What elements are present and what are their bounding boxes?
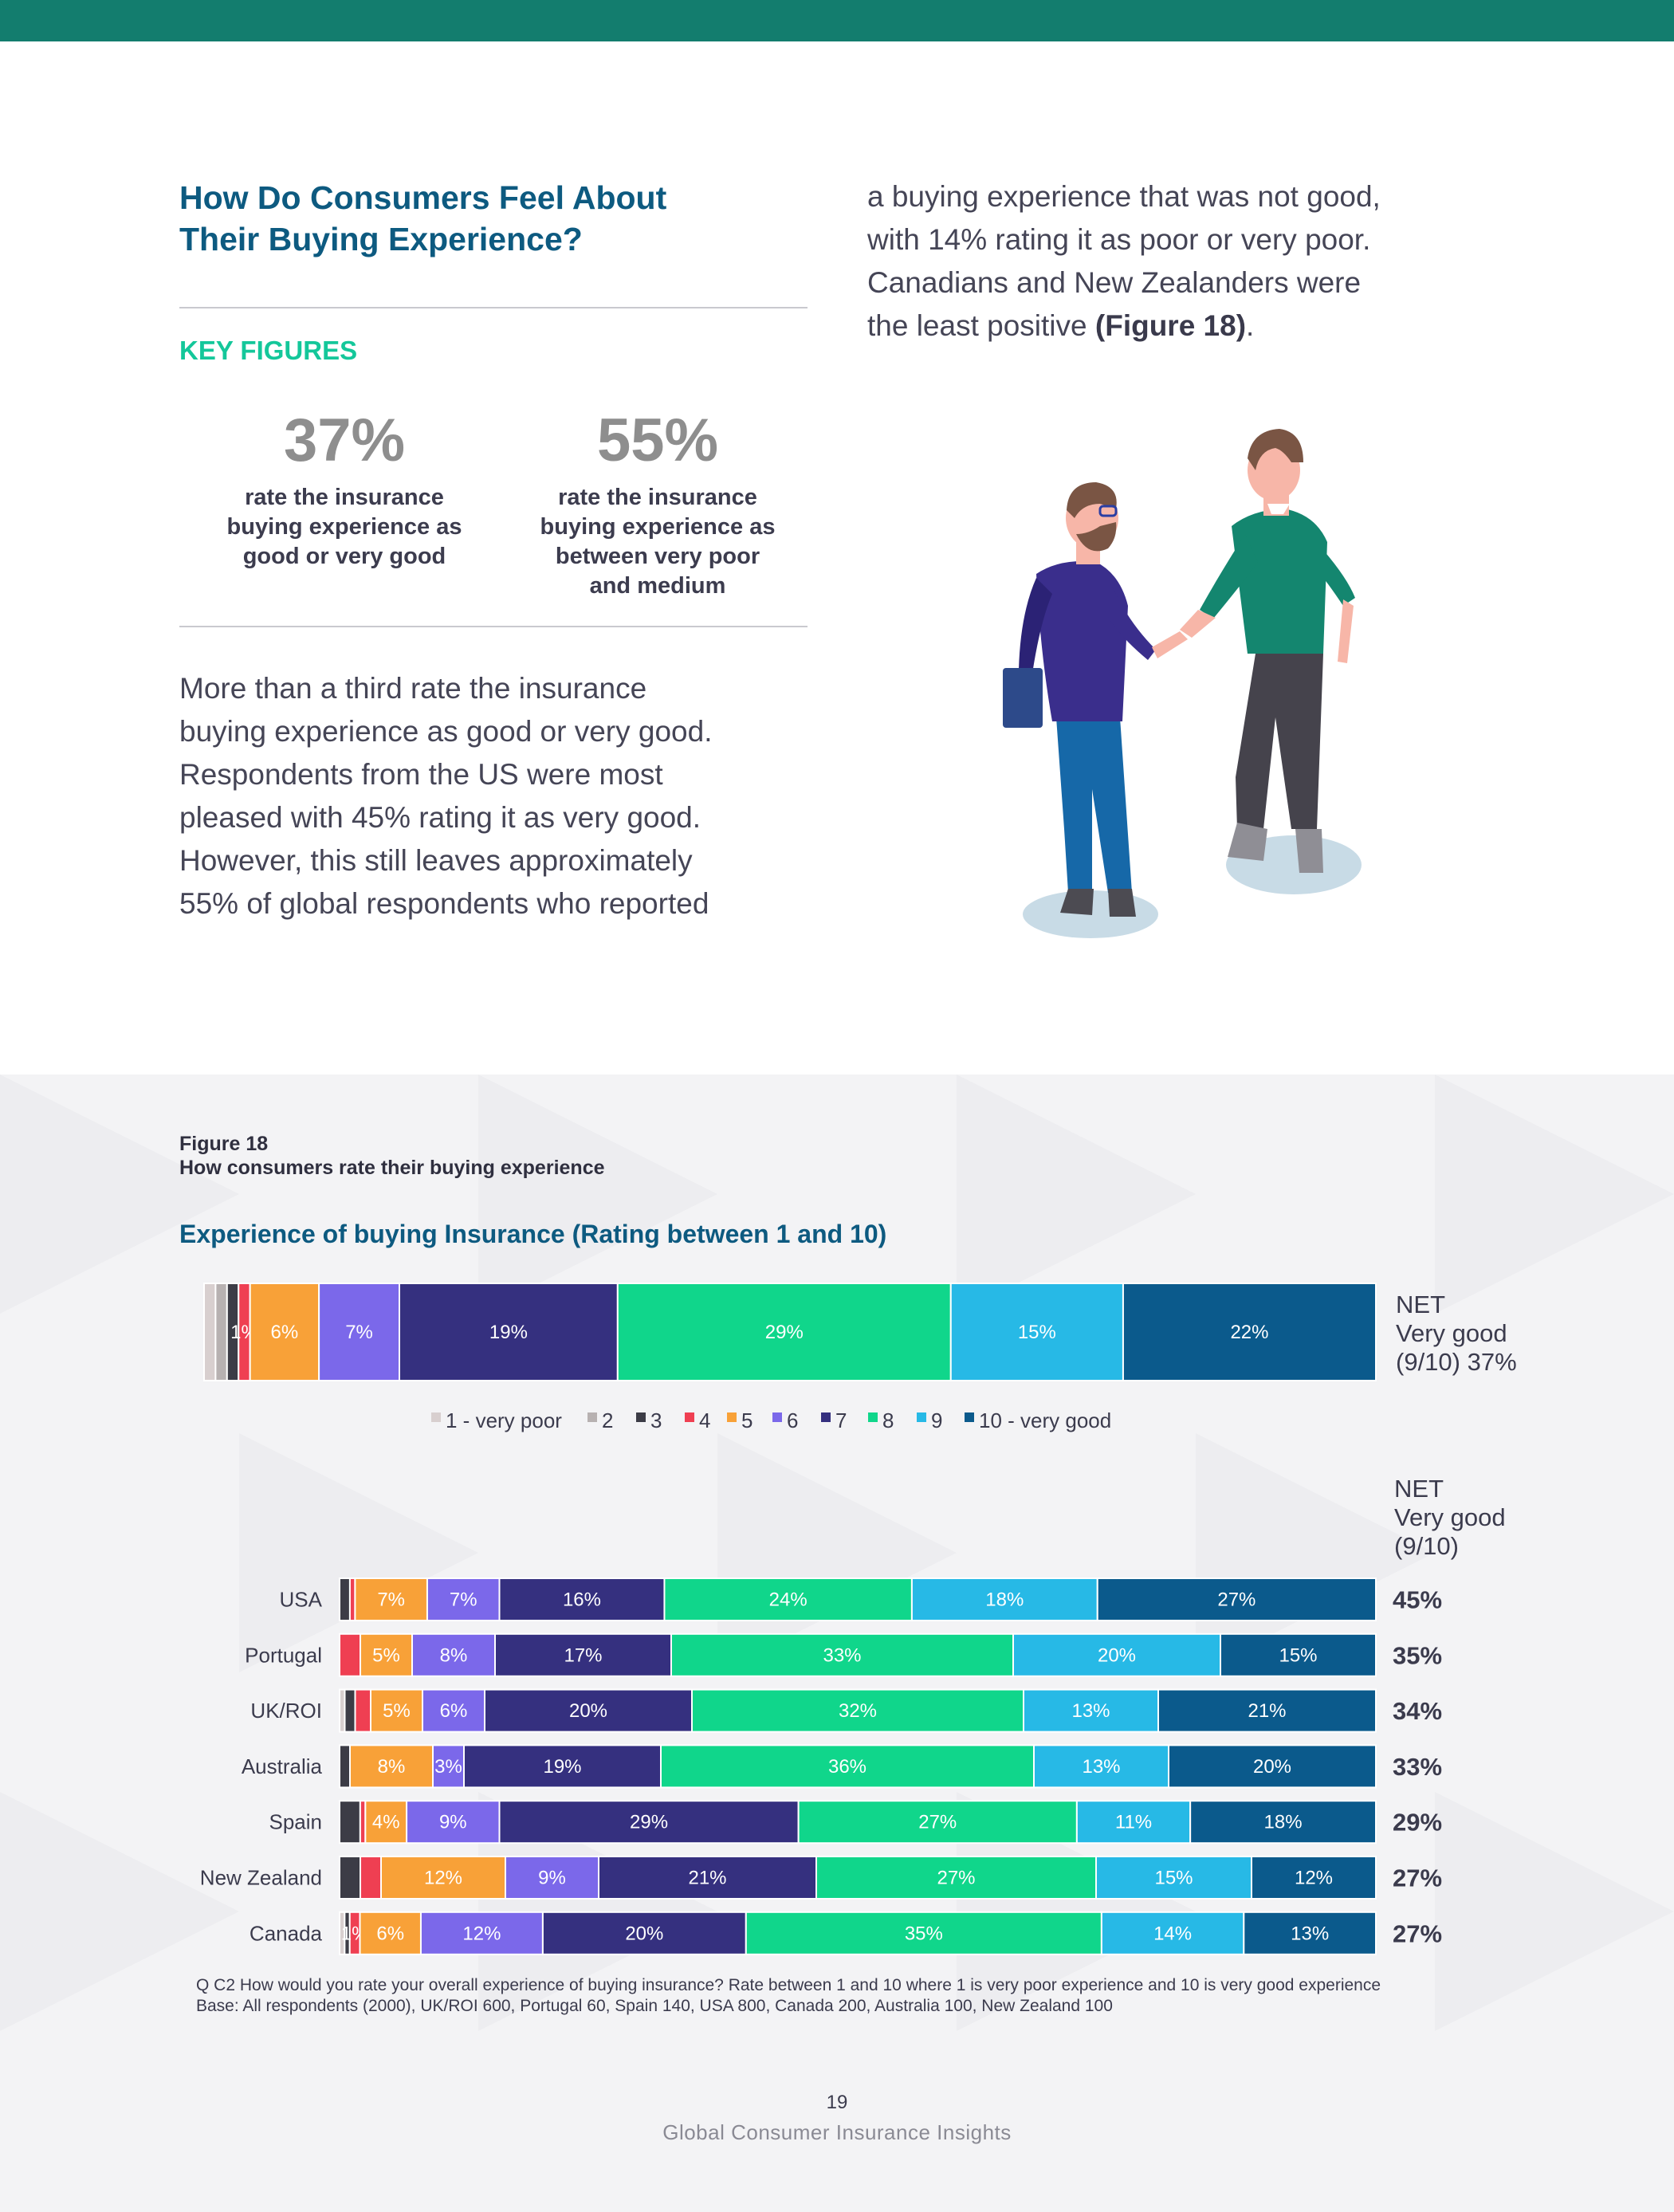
divider-top	[179, 307, 808, 308]
kf-desc-line: rate the insurance	[245, 485, 444, 510]
body-line: Canadians and New Zealanders were	[867, 266, 1362, 299]
page-number: 19	[826, 2092, 848, 2113]
section-heading: How Do Consumers Feel About Their Buying…	[179, 177, 817, 260]
top-banner	[0, 0, 1674, 41]
kf-desc-line: good or very good	[242, 544, 446, 569]
kf-desc-line: rate the insurance	[558, 485, 757, 510]
kf-desc-line: buying experience as	[540, 514, 776, 540]
footnote-line: Base: All respondents (2000), UK/ROI 600…	[196, 1997, 1113, 2015]
key-figure-description: rate the insurance buying experience as …	[534, 483, 781, 601]
man-left-figure	[1003, 482, 1188, 917]
key-figure-1: 37% rate the insurance buying experience…	[221, 405, 468, 572]
body-line: buying experience as good or very good.	[179, 715, 713, 748]
kf-desc-line: buying experience as	[226, 514, 462, 540]
body-text-span: .	[1246, 309, 1255, 342]
heading-line-1: How Do Consumers Feel About	[179, 179, 667, 216]
body-line: More than a third rate the insurance	[179, 672, 647, 705]
kf-desc-line: between very poor	[555, 544, 760, 569]
figure-number: Figure 18	[179, 1133, 269, 1155]
heading-line-2: Their Buying Experience?	[179, 221, 583, 257]
body-line: However, this still leaves approximately	[179, 844, 693, 877]
key-figure-description: rate the insurance buying experience as …	[221, 483, 468, 572]
key-figure-2: 55% rate the insurance buying experience…	[534, 405, 781, 601]
footer-title: Global Consumer Insurance Insights	[662, 2120, 1012, 2144]
figure-caption: How consumers rate their buying experien…	[179, 1157, 605, 1179]
body-text-right: a buying experience that was not good, w…	[867, 175, 1505, 348]
chart-footnote: Q C2 How would you rate your overall exp…	[196, 1975, 1551, 2017]
figure-reference: (Figure 18)	[1094, 309, 1247, 342]
handshake-illustration	[1003, 429, 1362, 938]
key-figures-label: KEY FIGURES	[179, 336, 358, 365]
kf-desc-line: and medium	[589, 573, 726, 599]
body-text-span: the least positive	[867, 309, 1095, 342]
body-line: Respondents from the US were most	[179, 758, 663, 791]
body-line: with 14% rating it as poor or very poor.	[867, 223, 1371, 256]
folder-icon	[1003, 668, 1043, 728]
body-line: pleased with 45% rating it as very good.	[179, 801, 701, 834]
key-figure-value: 37%	[283, 407, 406, 474]
body-line: a buying experience that was not good,	[867, 180, 1381, 213]
body-text-left: More than a third rate the insurance buy…	[179, 667, 817, 925]
glasses-icon	[1098, 505, 1118, 517]
body-line: the least positive (Figure 18).	[867, 304, 1505, 348]
divider-bottom	[179, 626, 808, 627]
man-right-figure	[1180, 429, 1355, 873]
chart-title: Experience of buying Insurance (Rating b…	[179, 1220, 887, 1248]
body-line: 55% of global respondents who reported	[179, 887, 709, 920]
key-figure-value: 55%	[596, 407, 719, 474]
footnote-line: Q C2 How would you rate your overall exp…	[196, 1976, 1381, 1994]
